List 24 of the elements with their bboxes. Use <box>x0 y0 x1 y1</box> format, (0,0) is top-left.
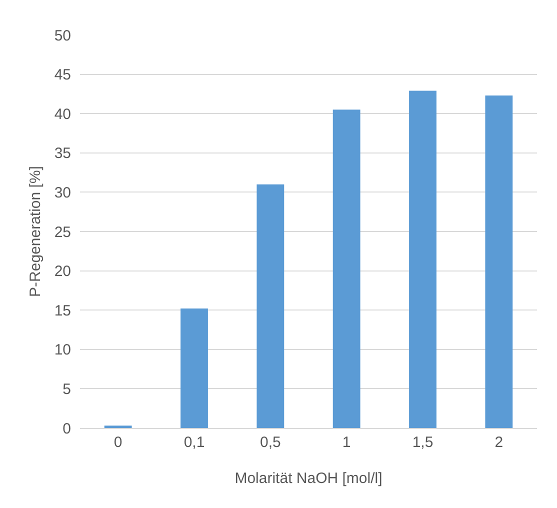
x-tick-label: 2 <box>494 434 504 451</box>
y-tick-label: 40 <box>54 106 71 123</box>
y-tick-label: 10 <box>54 342 71 359</box>
x-tick-label: 0,5 <box>260 434 281 451</box>
y-axis-title: P-Regeneration [%] <box>27 166 44 297</box>
y-tick-label: 35 <box>54 145 71 162</box>
x-axis-title: Molarität NaOH [mol/l] <box>234 470 382 487</box>
bar <box>256 184 284 428</box>
y-tick-label: 15 <box>54 302 71 320</box>
y-tick-label: 5 <box>62 380 71 398</box>
x-tick-label: 0,1 <box>184 434 205 451</box>
bar <box>332 110 360 428</box>
y-tick-label: 50 <box>54 27 71 44</box>
y-tick-label: 0 <box>62 420 71 438</box>
x-tick-label: 1,5 <box>412 434 434 451</box>
x-tick-label: 0 <box>114 434 122 451</box>
x-tick-label: 1 <box>342 434 351 451</box>
y-tick-label: 45 <box>54 66 71 84</box>
y-tick-label: 25 <box>54 224 71 241</box>
y-tick-label: 20 <box>54 263 71 280</box>
bar <box>180 308 208 428</box>
y-tick-label: 30 <box>54 184 71 202</box>
bar <box>409 90 436 428</box>
bar <box>485 96 513 428</box>
